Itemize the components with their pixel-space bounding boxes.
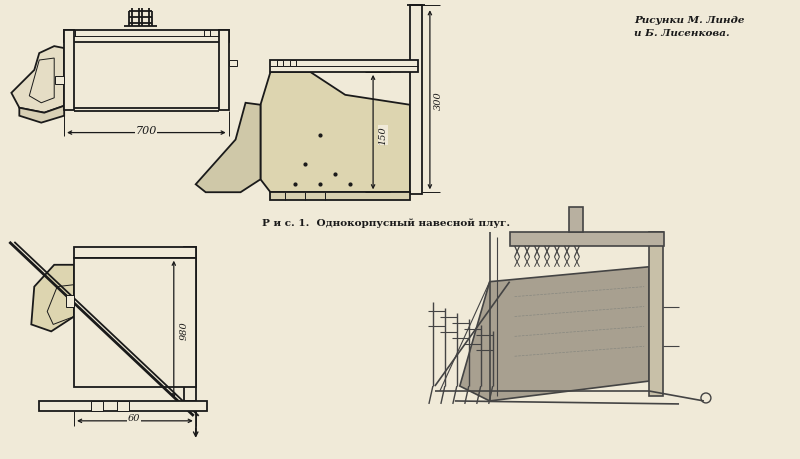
Bar [184, 247, 196, 401]
Text: 980: 980 [179, 320, 188, 339]
Bar [270, 193, 410, 201]
Bar [64, 31, 74, 111]
Bar [570, 207, 583, 232]
Bar [39, 401, 206, 411]
Text: 60: 60 [128, 414, 140, 422]
Text: 150: 150 [378, 126, 387, 145]
Bar [66, 295, 74, 307]
Bar [74, 258, 196, 387]
Text: 700: 700 [135, 125, 157, 135]
Bar [74, 247, 196, 258]
Polygon shape [19, 106, 64, 123]
Text: и Б. Лисенкова.: и Б. Лисенкова. [634, 29, 730, 38]
Text: 300: 300 [434, 91, 443, 110]
Bar [91, 401, 103, 411]
Bar [270, 61, 418, 73]
Text: Р и с. 1.  Однокорпусный навесной плуг.: Р и с. 1. Однокорпусный навесной плуг. [262, 218, 510, 227]
Polygon shape [460, 267, 649, 401]
Bar [55, 77, 64, 85]
Polygon shape [196, 104, 261, 193]
Bar [649, 232, 663, 396]
Polygon shape [11, 47, 64, 113]
Bar [69, 31, 75, 37]
Polygon shape [261, 73, 410, 193]
Text: Рисунки М. Линде: Рисунки М. Линде [634, 16, 745, 25]
Bar [278, 61, 283, 67]
Bar [510, 232, 664, 246]
Bar [218, 31, 229, 111]
Bar [204, 31, 210, 37]
Bar [410, 6, 422, 195]
Bar [117, 401, 129, 411]
Bar [290, 61, 296, 67]
Polygon shape [31, 265, 74, 332]
Bar [229, 61, 237, 67]
Bar [64, 31, 229, 43]
